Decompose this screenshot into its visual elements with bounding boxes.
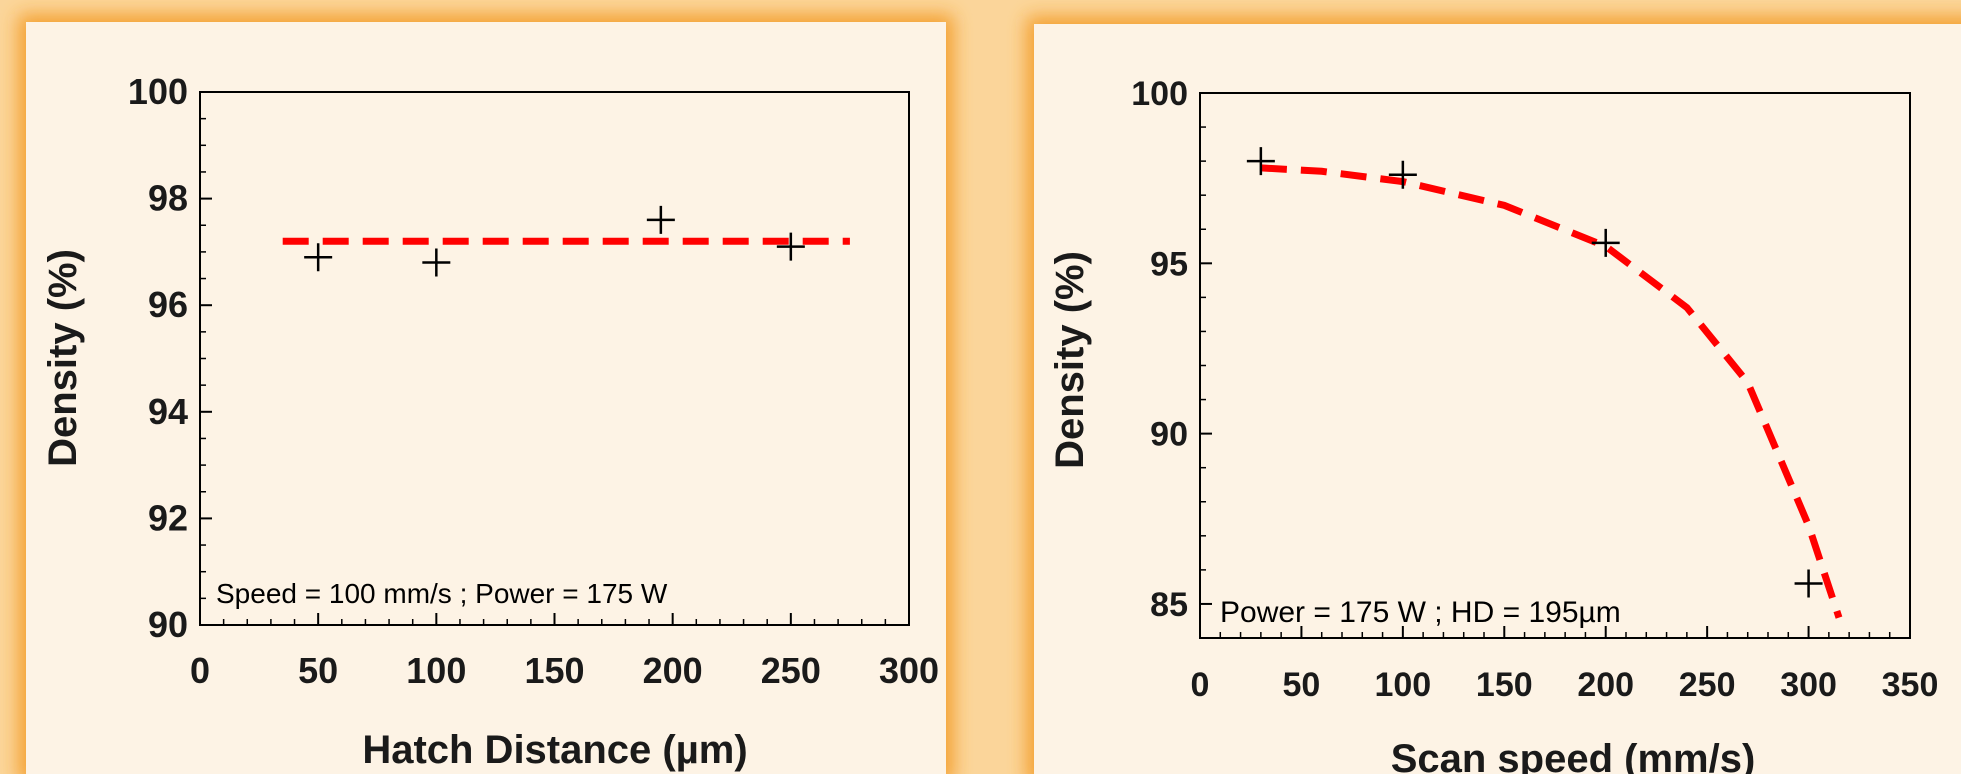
x-tick-label: 100 (406, 650, 466, 691)
y-axis-title-right: Density (%) (1048, 251, 1092, 469)
x-tick-label: 0 (190, 650, 210, 691)
data-point-marker (422, 248, 451, 277)
x-tick-label: 150 (524, 650, 584, 691)
y-tick-label: 90 (148, 604, 188, 645)
y-tick-label: 98 (148, 178, 188, 219)
x-tick-label: 200 (643, 650, 703, 691)
data-point-marker (1246, 147, 1275, 176)
data-point-marker (646, 205, 675, 234)
chart-annotation-left: Speed = 100 mm/s ; Power = 175 W (216, 578, 668, 609)
data-point-marker (1591, 228, 1620, 257)
data-point-marker (776, 232, 805, 261)
x-tick-label: 250 (761, 650, 821, 691)
x-tick-label: 350 (1882, 666, 1939, 704)
y-tick-label: 94 (148, 391, 188, 432)
data-point-marker (1388, 160, 1417, 189)
data-point-marker (1794, 569, 1823, 598)
x-tick-label: 50 (298, 650, 338, 691)
y-tick-label: 90 (1150, 416, 1188, 454)
panel-left-background (26, 22, 946, 774)
x-tick-label: 250 (1679, 666, 1736, 704)
y-tick-label: 100 (128, 71, 188, 112)
x-tick-label: 150 (1476, 666, 1533, 704)
fit-line (1260, 164, 1843, 619)
y-axis-title-left: Density (%) (41, 249, 85, 467)
x-tick-label: 300 (879, 650, 939, 691)
x-tick-label: 0 (1191, 666, 1210, 704)
y-tick-label: 95 (1150, 245, 1188, 283)
x-tick-label: 50 (1283, 666, 1321, 704)
panel-left: 0 50 100 150 200 250 300 90 92 94 96 98 100 Speed = … (26, 22, 946, 774)
y-tick-label: 96 (148, 284, 188, 325)
panel-right: 0 50 100 150 200 250 300 350 85 90 95 100 Power = 1… (1034, 24, 1961, 774)
x-axis-title-right: Scan speed (mm/s) (1391, 737, 1756, 774)
x-tick-label: 300 (1780, 666, 1837, 704)
x-tick-label: 100 (1374, 666, 1431, 704)
panel-right-background (1034, 24, 1961, 774)
y-tick-label: 92 (148, 497, 188, 538)
x-axis-title-left: Hatch Distance (µm) (362, 728, 747, 772)
chart-annotation-right: Power = 175 W ; HD = 195µm (1220, 596, 1621, 629)
x-tick-label: 200 (1577, 666, 1634, 704)
data-point-marker (304, 243, 333, 272)
y-tick-label: 100 (1131, 75, 1188, 113)
y-tick-label: 85 (1150, 586, 1188, 624)
